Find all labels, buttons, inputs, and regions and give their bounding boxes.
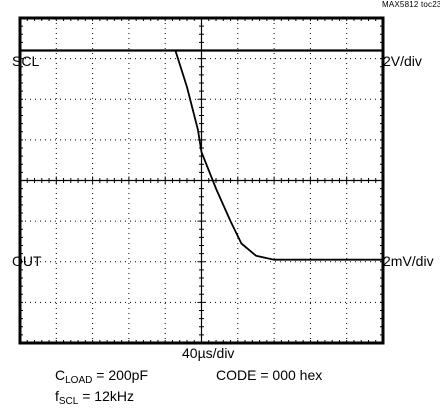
plot-frame <box>18 16 385 345</box>
time-scale-label: 40µs/div <box>182 345 235 361</box>
figure-code: MAX5812 toc23 <box>382 0 440 9</box>
fscl-condition: fSCL = 12kHz <box>55 388 134 407</box>
channel-label-out: OUT <box>12 253 42 269</box>
graticule <box>19 17 384 344</box>
load-condition: CLOAD = 200pF <box>55 367 149 386</box>
fscl-condition-prefix: f <box>55 388 59 404</box>
trace-out <box>19 49 384 261</box>
load-condition-prefix: C <box>55 367 66 383</box>
traces <box>18 49 385 261</box>
channel-label-scl: SCL <box>12 53 40 69</box>
load-condition-subscript: LOAD <box>65 375 93 386</box>
fscl-condition-value: = 12kHz <box>78 388 134 404</box>
scl-scale-label: 2V/div <box>383 53 422 69</box>
fscl-condition-subscript: SCL <box>58 396 79 407</box>
out-scale-label: 2mV/div <box>383 253 434 269</box>
load-condition-value: = 200pF <box>92 367 149 383</box>
code-condition: CODE = 000 hex <box>216 367 323 383</box>
